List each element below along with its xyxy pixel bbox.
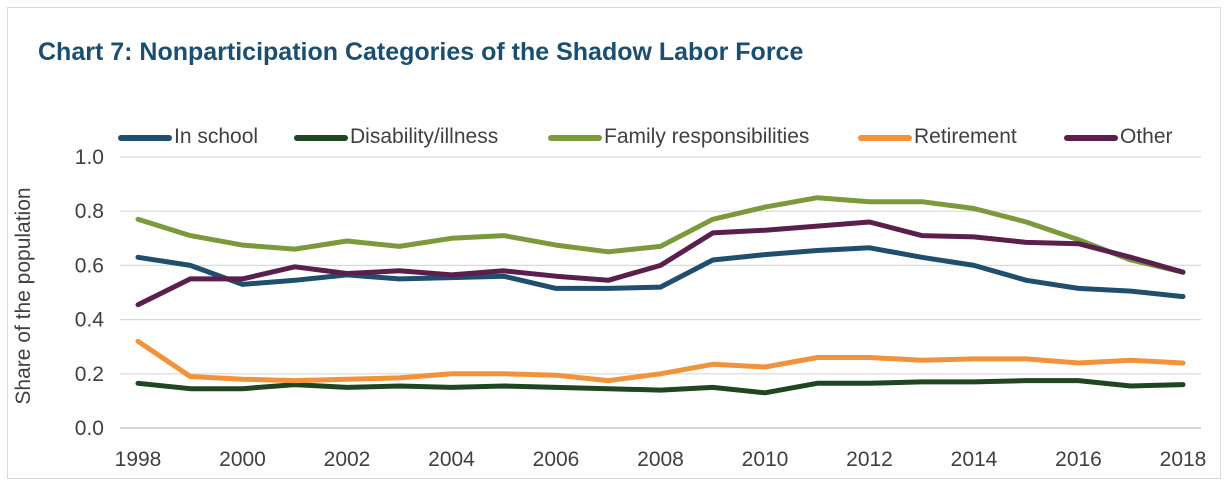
- y-tick-label-1-0: 1.0: [75, 146, 104, 169]
- x-tick-label-2014: 2014: [951, 448, 998, 471]
- series-line-retirement: [135, 338, 1186, 384]
- x-tick-label-2010: 2010: [742, 448, 789, 471]
- y-axis-ticks: 0.0 0.2 0.4 0.6 0.8 1.0: [75, 146, 105, 440]
- legend-label-disability-illness: Disability/illness: [350, 125, 499, 148]
- x-tick-label-2012: 2012: [846, 448, 893, 471]
- x-tick-label-1998: 1998: [115, 448, 162, 471]
- legend-swatch-other: [1064, 135, 1118, 141]
- legend-label-family-responsibilities: Family responsibilities: [604, 125, 810, 148]
- series-line-in-school: [135, 245, 1186, 300]
- legend-swatch-family-responsibilities: [548, 135, 602, 141]
- y-tick-label-0-6: 0.6: [75, 254, 104, 277]
- x-tick-label-2016: 2016: [1055, 448, 1102, 471]
- x-axis-ticks: 1998 2000 2002 2004 2006 2008 2010 2012 2014 2016…: [115, 448, 1207, 471]
- x-tick-label-2018: 2018: [1160, 448, 1207, 471]
- legend-label-in-school: In school: [174, 125, 259, 148]
- legend-swatch-disability-illness: [294, 135, 348, 141]
- y-tick-label-0-2: 0.2: [75, 363, 104, 386]
- y-tick-label-0-4: 0.4: [75, 309, 105, 332]
- y-tick-label-0-8: 0.8: [75, 200, 104, 223]
- series-line-other: [135, 219, 1186, 308]
- y-tick-label-0-0: 0.0: [75, 417, 104, 440]
- x-tick-label-2008: 2008: [637, 448, 684, 471]
- legend-swatch-retirement: [858, 135, 912, 141]
- series-lines: [135, 195, 1186, 396]
- x-tick-label-2000: 2000: [219, 448, 266, 471]
- legend-swatch-in-school: [118, 135, 172, 141]
- x-tick-label-2006: 2006: [533, 448, 580, 471]
- legend-label-retirement: Retirement: [914, 125, 1017, 148]
- x-tick-label-2002: 2002: [324, 448, 371, 471]
- series-line-family-responsibilities: [135, 195, 1186, 275]
- x-tick-label-2004: 2004: [428, 448, 475, 471]
- chart-title: Chart 7: Nonparticipation Categories of …: [38, 38, 804, 66]
- series-line-disability-illness: [135, 378, 1186, 396]
- legend-label-other: Other: [1120, 125, 1173, 148]
